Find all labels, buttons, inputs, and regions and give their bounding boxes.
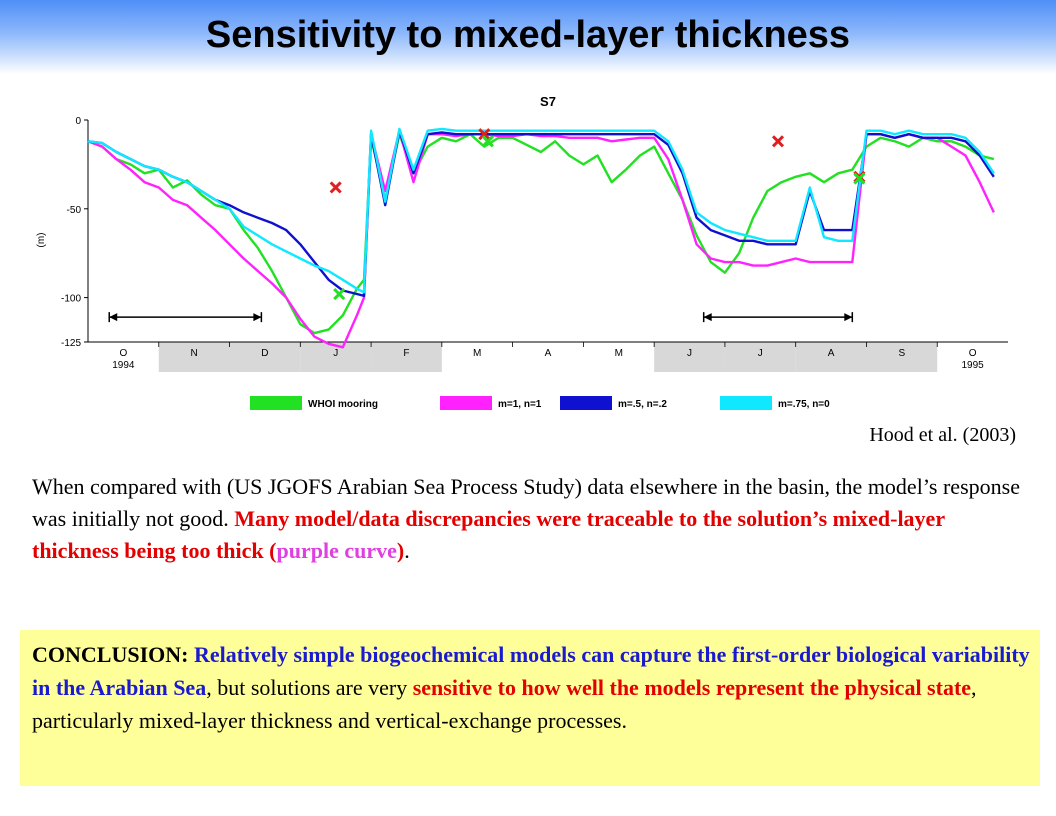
slide-title: Sensitivity to mixed-layer thickness (205, 14, 851, 56)
conclusion-label: CONCLUSION: (32, 642, 194, 667)
range-arrowhead (844, 313, 853, 322)
chart-legend: WHOI mooring m=1, n=1 m=.5, n=.2 m=.75, n=0 (250, 396, 830, 410)
year-label: 1995 (961, 360, 984, 371)
month-label: J (758, 348, 763, 359)
year-label: 1994 (112, 360, 135, 371)
range-arrowhead (109, 313, 118, 322)
series-line-2 (87, 129, 995, 349)
range-arrowhead (253, 313, 262, 322)
series-line-3 (87, 129, 995, 298)
conclusion-emphasis-blue: Relatively simple biogeochemical models … (32, 642, 1030, 700)
data-marker-red (771, 135, 785, 148)
legend-swatch (250, 396, 302, 410)
month-label: D (261, 348, 268, 359)
month-shade (654, 342, 725, 372)
y-tick-label: -100 (61, 294, 81, 305)
legend-label: WHOI mooring (308, 399, 378, 410)
month-label: A (828, 348, 835, 359)
conclusion-text-2: , particularly mixed-layer thickness and… (32, 675, 977, 733)
month-label: A (545, 348, 552, 359)
legend-swatch (440, 396, 492, 410)
legend-swatch (720, 396, 772, 410)
findings-emphasis: Many model/data discrepancies were trace… (32, 506, 945, 563)
month-label: M (473, 348, 481, 359)
month-shade (300, 342, 372, 372)
conclusion-box: CONCLUSION: Relatively simple biogeochem… (20, 630, 1040, 786)
data-marker-green (333, 287, 346, 301)
data-marker-red (329, 181, 342, 194)
legend-swatch (560, 396, 612, 410)
series-line-4 (87, 127, 995, 294)
data-marker-green (481, 135, 494, 148)
data-marker-green (853, 172, 866, 185)
chart-title: S7 (540, 94, 556, 109)
month-shade (371, 342, 442, 372)
month-label: N (191, 348, 198, 359)
legend-label: m=1, n=1 (498, 399, 542, 410)
month-shade (866, 342, 938, 372)
range-arrowhead (703, 313, 712, 322)
series-line-1 (87, 133, 995, 335)
findings-text: When compared with (US JGOFS Arabian Sea… (32, 474, 1020, 531)
month-label: O (969, 348, 977, 359)
conclusion-emphasis-red: sensitive to how well the models represe… (412, 675, 972, 700)
y-tick-label: -50 (67, 205, 82, 216)
month-shade (795, 342, 867, 372)
month-shade (158, 342, 230, 372)
legend-label: m=.5, n=.2 (618, 399, 667, 410)
conclusion-text-1: , but solutions are very (206, 675, 413, 700)
purple-curve-label: purple curve (276, 538, 397, 563)
month-label: F (403, 348, 409, 359)
y-axis-label: (m) (36, 233, 47, 248)
month-label: O (119, 348, 127, 359)
title-bar (0, 0, 1056, 74)
y-tick-label: -125 (61, 338, 81, 349)
y-tick-label: 0 (75, 116, 81, 127)
month-shade (229, 342, 301, 372)
month-label: S (899, 348, 906, 359)
conclusion-text: CONCLUSION: Relatively simple biogeochem… (32, 638, 1032, 737)
citation: Hood et al. (2003) (869, 424, 1016, 446)
findings-period: . (404, 538, 410, 563)
findings-paragraph: When compared with (US JGOFS Arabian Sea… (32, 471, 1022, 567)
findings-close-paren: ) (396, 538, 405, 563)
legend-label: m=.75, n=0 (778, 399, 830, 410)
month-label: M (615, 348, 623, 359)
month-shade (724, 342, 796, 372)
month-label: J (687, 348, 692, 359)
month-label: J (333, 348, 338, 359)
data-marker-red (478, 128, 491, 141)
